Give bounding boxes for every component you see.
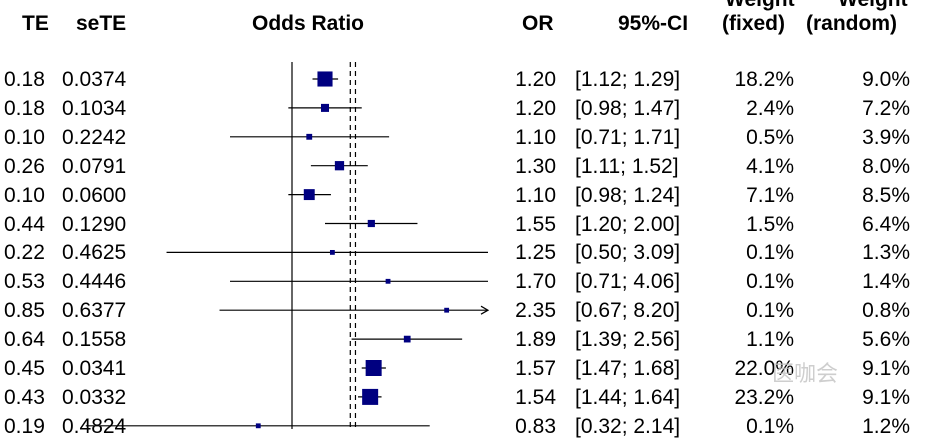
ci-cell: [1.20; 2.00] (575, 212, 681, 236)
study-box (385, 278, 391, 284)
or-cell: 1.54 (515, 385, 556, 409)
weight-fixed-cell: 0.1% (746, 299, 794, 323)
ci-cell: [1.11; 1.52] (575, 154, 679, 178)
study-box (367, 219, 375, 228)
ci-cell: [0.71; 4.06] (575, 270, 681, 294)
or-cell: 1.20 (515, 96, 556, 120)
weight-fixed-cell: 7.1% (746, 183, 794, 207)
or-cell: 1.10 (515, 125, 556, 149)
ci-cell: [0.98; 1.47] (575, 96, 681, 120)
weight-fixed-cell: 18.2% (734, 68, 794, 91)
watermark: 医咖会 (772, 361, 839, 386)
ci-cell: [1.47; 1.68] (575, 357, 681, 380)
sete-cell: 0.0600 (62, 183, 127, 207)
sete-cell: 0.0791 (62, 154, 127, 178)
or-cell: 1.57 (515, 357, 556, 380)
study-box (329, 249, 335, 255)
weight-random-cell: 9.0% (862, 68, 910, 91)
sete-cell: 0.0332 (62, 385, 127, 409)
weight-fixed-header-top: Weight (725, 0, 795, 12)
sete-cell: 0.2242 (62, 125, 127, 149)
study-box (403, 335, 411, 343)
or-cell: 1.10 (515, 183, 556, 207)
ci-cell: [1.39; 2.56] (575, 328, 681, 352)
weight-random-cell: 7.2% (862, 96, 910, 120)
te-cell: 0.10 (4, 183, 45, 207)
weight-fixed-cell: 1.5% (746, 212, 794, 236)
weight-random-header: (random) (806, 12, 897, 35)
te-cell: 0.43 (4, 385, 45, 409)
study-box (444, 307, 450, 313)
weight-random-header-top: Weight (838, 0, 908, 12)
ci-cell: [0.67; 8.20] (575, 299, 681, 323)
sete-cell: 0.4446 (62, 270, 127, 294)
or-cell: 1.25 (515, 241, 556, 265)
te-cell: 0.10 (4, 125, 45, 149)
weight-random-cell: 3.9% (862, 125, 910, 149)
ci-cell: [0.50; 3.09] (575, 241, 681, 265)
or-cell: 1.20 (515, 68, 556, 91)
or-cell: 2.35 (515, 299, 556, 323)
te-cell: 0.53 (4, 270, 45, 294)
te-cell: 0.85 (4, 299, 45, 323)
te-header: TE (22, 12, 49, 35)
study-box (255, 423, 261, 429)
te-cell: 0.44 (4, 212, 45, 236)
weight-random-cell: 1.4% (862, 270, 910, 294)
weight-fixed-cell: 1.1% (746, 328, 794, 352)
sete-cell: 0.0341 (62, 357, 127, 380)
sete-cell: 0.4625 (62, 241, 127, 265)
weight-fixed-cell: 23.2% (734, 385, 794, 409)
or-cell: 1.70 (515, 270, 556, 294)
weight-fixed-cell: 22.0% (734, 357, 794, 380)
or-cell: 1.30 (515, 154, 556, 178)
sete-cell: 0.6377 (62, 299, 127, 323)
study-box (334, 161, 345, 171)
ci-cell: [1.44; 1.64] (575, 385, 681, 409)
weight-fixed-cell: 0.1% (746, 270, 794, 294)
sete-header: seTE (76, 12, 127, 35)
te-cell: 0.22 (4, 241, 45, 265)
or-cell: 1.89 (515, 328, 556, 352)
study-box (320, 103, 330, 112)
ci-header: 95%-CI (618, 12, 689, 35)
weight-random-cell: 5.6% (862, 328, 910, 352)
sete-cell: 0.1558 (62, 328, 127, 352)
ci-cell: [0.98; 1.24] (575, 183, 681, 207)
study-box (362, 388, 379, 405)
forest-plot (85, 62, 490, 429)
sete-cell: 0.0374 (62, 68, 127, 91)
or-cell: 1.55 (515, 212, 556, 236)
weight-random-cell: 9.1% (862, 385, 910, 409)
ci-cell: [1.12; 1.29] (575, 68, 681, 91)
weight-fixed-cell: 2.4% (746, 96, 794, 120)
weight-random-cell: 8.5% (862, 183, 910, 207)
weight-random-cell: 9.1% (862, 357, 910, 380)
te-cell: 0.26 (4, 154, 45, 178)
odds-ratio-header: Odds Ratio (252, 12, 365, 35)
te-cell: 0.45 (4, 357, 45, 380)
te-cell: 0.64 (4, 328, 45, 352)
study-box (317, 71, 333, 87)
sete-cell: 0.1034 (62, 96, 127, 120)
study-box (303, 189, 315, 201)
te-cell: 0.18 (4, 96, 45, 120)
weight-random-cell: 8.0% (862, 154, 910, 178)
weight-fixed-cell: 4.1% (746, 154, 794, 178)
weight-fixed-header: (fixed) (722, 12, 785, 35)
weight-random-cell: 6.4% (862, 212, 910, 236)
ci-cell: [0.71; 1.71] (575, 125, 681, 149)
weight-random-cell: 1.3% (862, 241, 910, 265)
ci-arrow (480, 305, 490, 315)
or-header: OR (522, 12, 554, 35)
weight-fixed-cell: 0.1% (746, 241, 794, 265)
study-box (365, 360, 382, 376)
sete-cell: 0.1290 (62, 212, 127, 236)
study-box (306, 133, 313, 140)
weight-random-cell: 0.8% (862, 299, 910, 323)
te-cell: 0.18 (4, 68, 45, 91)
weight-fixed-cell: 0.5% (746, 125, 794, 149)
